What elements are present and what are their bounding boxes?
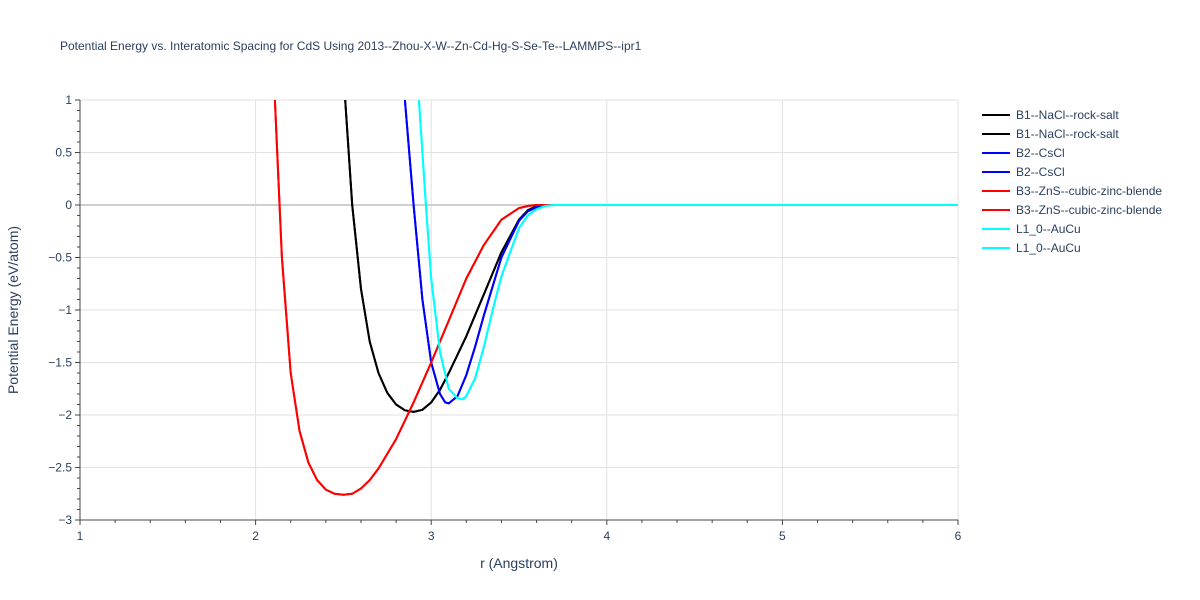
legend-item[interactable]: B1--NaCl--rock-salt: [982, 108, 1119, 122]
legend-item[interactable]: L1_0--AuCu: [982, 241, 1081, 255]
series-line-l1-0-aucu[interactable]: [417, 100, 958, 401]
chart-title: Potential Energy vs. Interatomic Spacing…: [60, 39, 642, 53]
y-tick-label: −1.5: [48, 356, 72, 370]
y-tick-label: −2: [58, 408, 72, 422]
y-axis-title: Potential Energy (eV/atom): [5, 226, 21, 394]
legend-label: B2--CsCl: [1016, 146, 1065, 160]
x-tick-label: 4: [603, 529, 610, 543]
series-line-b3-zns-cubic-zinc-blende[interactable]: [273, 100, 958, 496]
legend-label: L1_0--AuCu: [1016, 222, 1081, 236]
legend-item[interactable]: B2--CsCl: [982, 146, 1065, 160]
legend-item[interactable]: B1--NaCl--rock-salt: [982, 127, 1119, 141]
y-tick-label: −3: [58, 513, 72, 527]
legend-label: B3--ZnS--cubic-zinc-blende: [1016, 184, 1162, 198]
series-line-b1-nacl-rock-salt[interactable]: [344, 100, 958, 413]
x-tick-label: 1: [77, 529, 84, 543]
series-line-b2-cscl[interactable]: [403, 100, 958, 405]
y-tick-label: 1: [65, 93, 72, 107]
legend-label: L1_0--AuCu: [1016, 241, 1081, 255]
legend-item[interactable]: L1_0--AuCu: [982, 222, 1081, 236]
series-line-b1-nacl-rock-salt[interactable]: [344, 100, 958, 413]
legend-label: B1--NaCl--rock-salt: [1016, 108, 1119, 122]
y-tick-label: −0.5: [48, 251, 72, 265]
x-axis-ticks: 1 2 3 4 5 6: [77, 520, 962, 543]
legend-item[interactable]: B3--ZnS--cubic-zinc-blende: [982, 203, 1162, 217]
series-line-b3-zns-cubic-zinc-blende[interactable]: [273, 100, 958, 496]
x-tick-label: 6: [955, 529, 962, 543]
x-tick-label: 2: [252, 529, 259, 543]
legend-item[interactable]: B3--ZnS--cubic-zinc-blende: [982, 184, 1162, 198]
plot-area[interactable]: [273, 100, 958, 496]
y-tick-label: −1: [58, 303, 72, 317]
legend-label: B1--NaCl--rock-salt: [1016, 127, 1119, 141]
x-tick-label: 3: [428, 529, 435, 543]
series-line-l1-0-aucu[interactable]: [417, 100, 958, 401]
series-line-b2-cscl[interactable]: [403, 100, 958, 405]
y-tick-label: −2.5: [48, 461, 72, 475]
legend-item[interactable]: B2--CsCl: [982, 165, 1065, 179]
x-axis-title: r (Angstrom): [480, 555, 558, 571]
y-axis-ticks: 1 0.5 0 −0.5 −1 −1.5 −2 −2.5 −3: [48, 93, 80, 527]
y-tick-label: 0.5: [55, 146, 72, 160]
grid-lines: [80, 99, 959, 520]
y-tick-label: 0: [65, 198, 72, 212]
legend-label: B3--ZnS--cubic-zinc-blende: [1016, 203, 1162, 217]
legend[interactable]: B1--NaCl--rock-salt B1--NaCl--rock-salt B2…: [982, 108, 1162, 255]
legend-label: B2--CsCl: [1016, 165, 1065, 179]
x-tick-label: 5: [779, 529, 786, 543]
